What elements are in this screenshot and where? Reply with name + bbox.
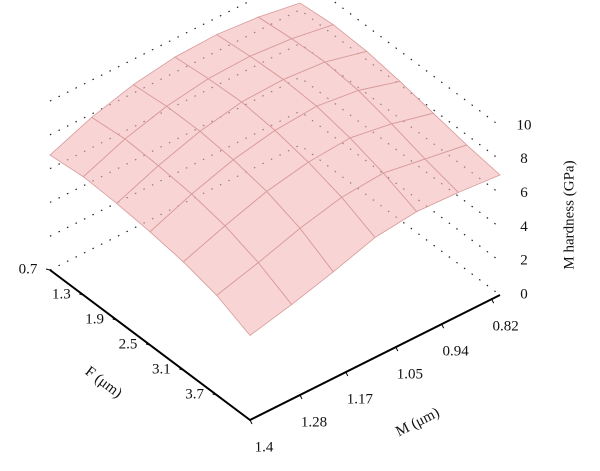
x-tick [79,293,84,296]
x-tick-label: 1.3 [52,286,71,302]
x-axis-label: F (μm) [82,364,125,402]
surface-patch [216,262,293,337]
z-tick-label: 8 [520,151,528,167]
y-tick [299,394,303,400]
z-axis-label: M hardness (GPa) [561,160,577,269]
x-tick [112,318,117,321]
z-tick-label: 6 [520,185,528,201]
y-tick [345,371,349,377]
x-tick-label: 0.7 [19,261,38,277]
z-tick-label: 2 [520,253,528,269]
x-tick-label: 3.1 [152,361,171,377]
y-tick [491,298,495,304]
x-tick-label: 2.5 [119,336,138,352]
y-tick-label: 1.05 [397,367,423,383]
x-tick [145,343,151,346]
y-tick-label: 0.82 [493,319,519,335]
x-tick [45,268,51,271]
y-tick-label: 1.28 [301,414,327,430]
z-tick-label: 10 [517,117,532,133]
y-tick-label: 0.94 [443,344,470,360]
x-tick-label: 1.9 [85,311,104,327]
z-tick-label: 4 [520,219,528,235]
x-tick [212,393,217,396]
y-axis-label: M (μm) [393,405,442,441]
y-tick-label: 1.17 [347,392,374,408]
y-tick [441,323,445,329]
y-tick [249,419,253,425]
y-tick [395,346,399,352]
z-tick-label: 0 [520,286,528,302]
x-tick [179,368,184,371]
y-tick-label: 1.4 [255,439,274,455]
x-tick-label: 3.7 [185,386,204,402]
